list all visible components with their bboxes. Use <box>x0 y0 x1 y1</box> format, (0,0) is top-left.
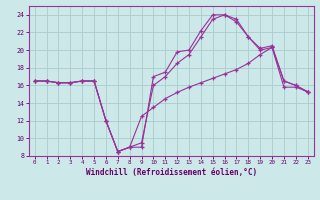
X-axis label: Windchill (Refroidissement éolien,°C): Windchill (Refroidissement éolien,°C) <box>86 168 257 177</box>
